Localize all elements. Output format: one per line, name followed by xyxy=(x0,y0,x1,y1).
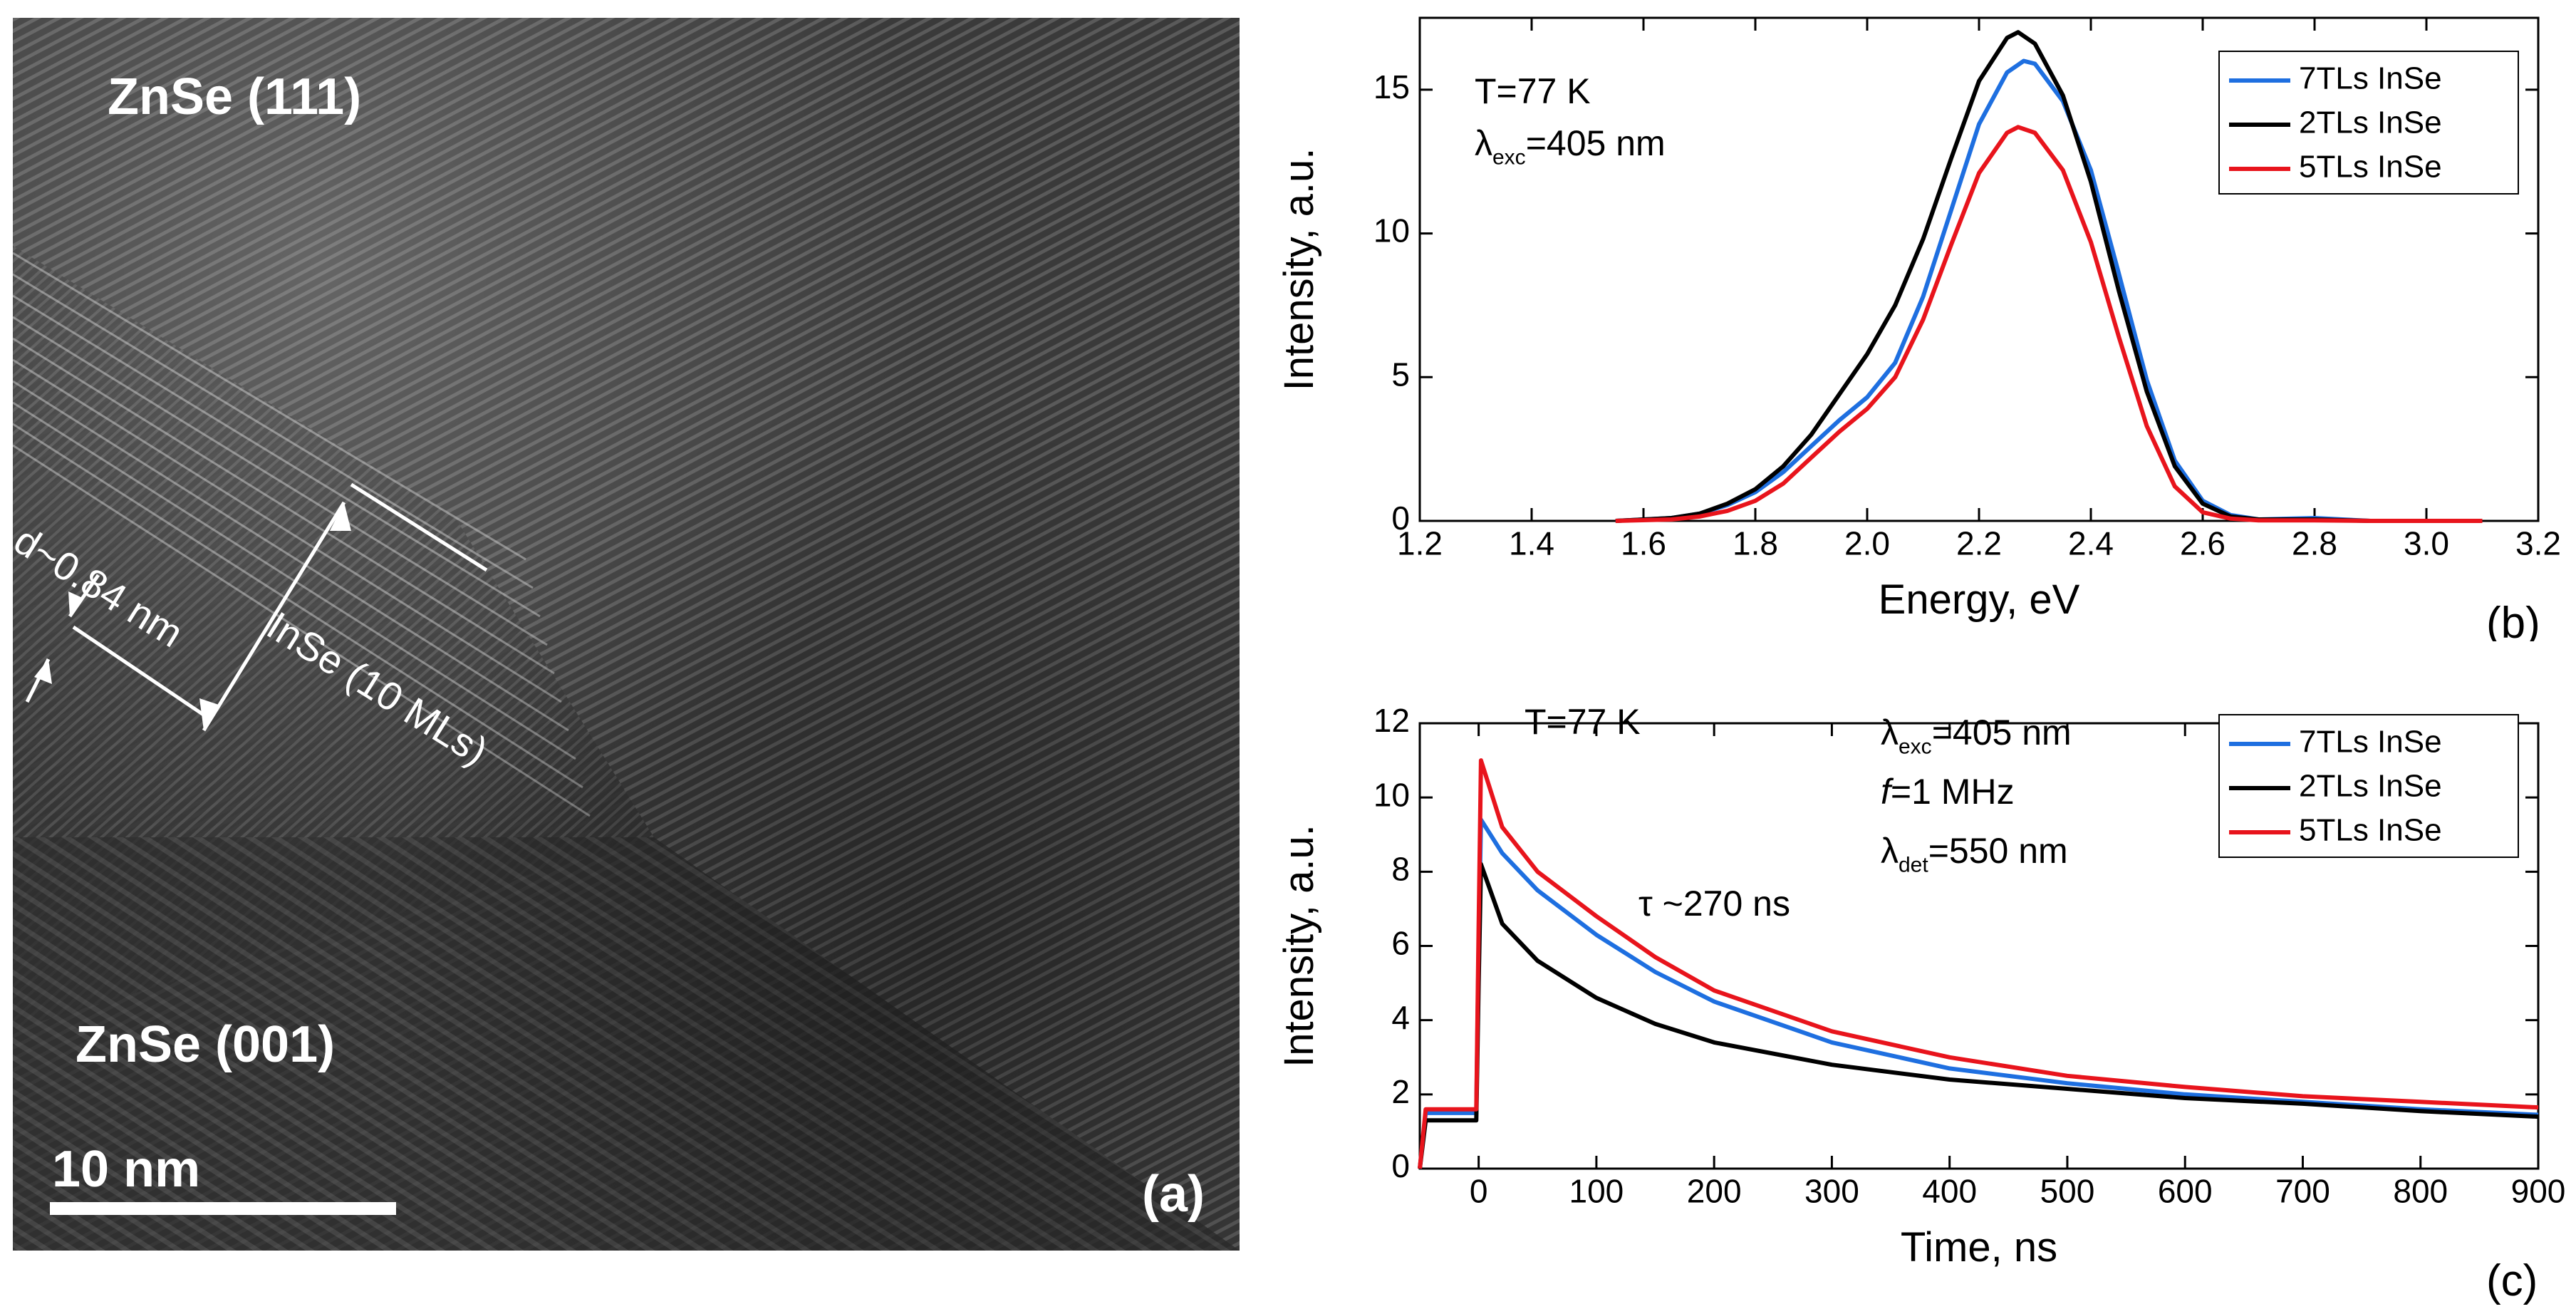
panel-a-label: (a) xyxy=(1142,1166,1205,1223)
y-axis-label-c: Intensity, a.u. xyxy=(1276,824,1322,1067)
legend-label-b-0: 7TLs InSe xyxy=(2299,61,2442,96)
y-tick-label-c: 12 xyxy=(1373,702,1410,739)
x-tick-label-b: 1.4 xyxy=(1509,525,1554,562)
x-tick-label-b: 2.4 xyxy=(2068,525,2114,562)
tem-micrograph: ZnSe (111) ZnSe (001) d~0.84 nm InSe (10… xyxy=(13,18,1240,1251)
y-tick-label-c: 10 xyxy=(1373,776,1410,813)
x-tick-label-c: 200 xyxy=(1687,1173,1742,1210)
x-tick-label-b: 2.6 xyxy=(2180,525,2226,562)
y-tick-label-c: 6 xyxy=(1391,925,1410,962)
legend-label-b-2: 5TLs InSe xyxy=(2299,150,2442,185)
x-tick-label-c: 400 xyxy=(1922,1173,1977,1210)
x-tick-label-c: 100 xyxy=(1569,1173,1624,1210)
x-tick-label-b: 2.8 xyxy=(2292,525,2337,562)
annotation-lambda-exc-c: λexc=405 nm xyxy=(1881,713,2072,759)
x-tick-label-b: 3.2 xyxy=(2515,525,2561,562)
x-tick-label-c: 800 xyxy=(2393,1173,2448,1210)
y-tick-label-b: 5 xyxy=(1391,356,1410,393)
znse-001-label: ZnSe (001) xyxy=(76,1016,336,1073)
x-axis-label-b: Energy, eV xyxy=(1879,576,2080,623)
series-line-b-1 xyxy=(1615,30,2483,523)
y-tick-label-b: 10 xyxy=(1373,212,1410,249)
legend-label-c-2: 5TLs InSe xyxy=(2299,813,2442,848)
x-tick-label-b: 1.2 xyxy=(1397,525,1443,562)
x-tick-label-c: 0 xyxy=(1470,1173,1488,1210)
x-tick-label-c: 900 xyxy=(2511,1173,2566,1210)
legend-label-b-1: 2TLs InSe xyxy=(2299,105,2442,140)
y-tick-label-c: 2 xyxy=(1391,1073,1410,1110)
x-tick-label-c: 500 xyxy=(2040,1173,2095,1210)
legend-label-c-1: 2TLs InSe xyxy=(2299,769,2442,804)
arrow-heads xyxy=(34,502,351,730)
scale-bar-label: 10 nm xyxy=(52,1141,201,1198)
x-tick-label-b: 1.6 xyxy=(1621,525,1666,562)
chart-b: 1.2 1.4 1.6 1.8 2.0 2.2 2.4 2.6 2.8 3.0 3.2 0 5 10 15 E… xyxy=(1276,16,2561,641)
legend-label-c-0: 7TLs InSe xyxy=(2299,725,2442,760)
znse-111-label: ZnSe (111) xyxy=(108,68,362,125)
x-tick-label-b: 1.8 xyxy=(1733,525,1778,562)
y-tick-label-c: 8 xyxy=(1391,850,1410,887)
x-axis-label-c: Time, ns xyxy=(1901,1224,2057,1271)
annotation-lambda-det-c: λdet=550 nm xyxy=(1881,831,2068,877)
x-tick-label-b: 2.2 xyxy=(1956,525,2002,562)
annotation-frequency-c: f=1 MHz xyxy=(1881,772,2015,812)
y-axis-label-b: Intensity, a.u. xyxy=(1276,148,1322,391)
annotation-temp-c: T=77 K xyxy=(1525,702,1641,742)
panel-label-b: (b) xyxy=(2486,599,2540,641)
annotation-temp-b: T=77 K xyxy=(1475,71,1591,111)
series-line-c-2 xyxy=(1418,758,2539,1169)
series-line-b-2 xyxy=(1615,125,2483,523)
tem-lattice-background xyxy=(13,18,1240,1251)
annotation-tau-c: τ ~270 ns xyxy=(1638,884,1790,923)
y-tick-label-c: 4 xyxy=(1391,999,1410,1036)
y-tick-label-c: 0 xyxy=(1391,1147,1410,1184)
x-tick-label-c: 300 xyxy=(1804,1173,1859,1210)
x-tick-label-c: 700 xyxy=(2275,1173,2330,1210)
x-tick-label-b: 3.0 xyxy=(2404,525,2449,562)
y-tick-label-b: 15 xyxy=(1373,68,1410,105)
scale-bar xyxy=(50,1202,396,1215)
y-tick-label-b: 0 xyxy=(1391,500,1410,537)
annotation-lambda-b: λexc=405 nm xyxy=(1475,123,1666,170)
x-tick-label-b: 2.0 xyxy=(1844,525,1890,562)
panel-label-c: (c) xyxy=(2486,1256,2538,1305)
x-tick-label-c: 600 xyxy=(2158,1173,2213,1210)
